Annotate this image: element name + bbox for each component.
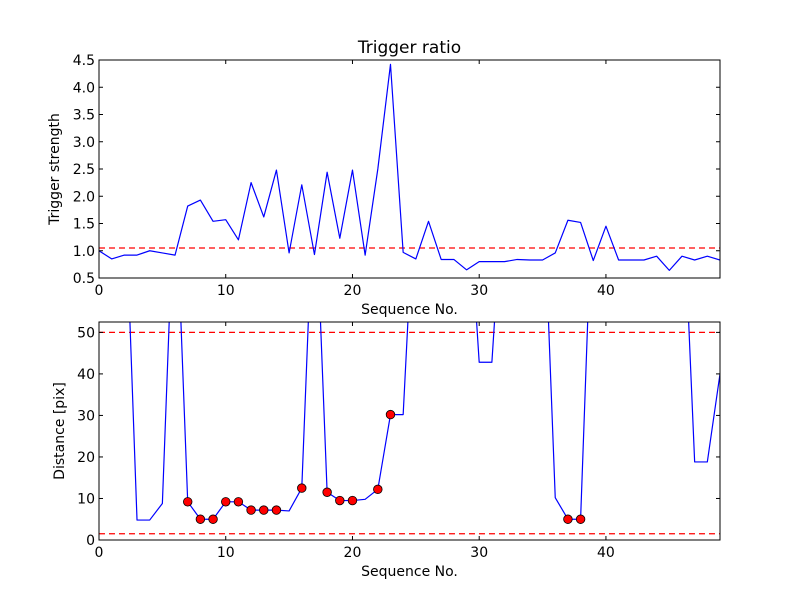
x-tick-label: 30 bbox=[470, 545, 488, 561]
x-axis-label: Sequence No. bbox=[361, 564, 458, 580]
data-point bbox=[385, 409, 396, 420]
series-line bbox=[99, 63, 720, 271]
y-tick-label: 0.5 bbox=[73, 271, 95, 287]
y-axis-label: Trigger strength bbox=[47, 113, 63, 226]
x-tick-label: 20 bbox=[344, 283, 362, 299]
y-tick-label: 3.5 bbox=[73, 108, 95, 124]
y-tick-label: 10 bbox=[77, 491, 95, 507]
x-tick-label: 30 bbox=[470, 283, 488, 299]
chart-title: Trigger ratio bbox=[357, 38, 461, 58]
data-point bbox=[563, 514, 573, 524]
data-point bbox=[297, 483, 307, 493]
y-tick-label: 0 bbox=[86, 533, 95, 549]
x-tick-label: 0 bbox=[95, 283, 104, 299]
data-point bbox=[347, 495, 358, 506]
marker-points bbox=[183, 409, 586, 524]
x-tick-label: 20 bbox=[344, 545, 362, 561]
trigger-ratio-chart: Trigger ratio 0 10 20 30 40 0.5 1.0 1.5 2.0 2.5 3… bbox=[47, 38, 721, 318]
data-point bbox=[575, 514, 586, 524]
series-lines bbox=[99, 63, 720, 271]
data-point bbox=[335, 495, 345, 506]
y-tick-label: 1.5 bbox=[73, 217, 95, 233]
y-axis-ticks: 0 10 20 30 40 50 bbox=[77, 325, 720, 549]
x-tick-label: 40 bbox=[597, 545, 615, 561]
reference-lines bbox=[99, 331, 720, 535]
x-axis-ticks: 0 10 20 30 40 bbox=[95, 60, 615, 299]
y-tick-label: 2.5 bbox=[73, 162, 95, 178]
x-tick-label: 10 bbox=[217, 283, 235, 299]
data-point bbox=[183, 497, 193, 507]
data-point bbox=[208, 514, 218, 524]
data-point bbox=[221, 497, 231, 507]
y-tick-label: 4.5 bbox=[73, 53, 95, 69]
y-tick-label: 2.0 bbox=[73, 189, 95, 205]
data-point bbox=[271, 505, 282, 515]
y-tick-label: 30 bbox=[77, 408, 95, 424]
data-point bbox=[259, 505, 269, 515]
x-tick-label: 10 bbox=[217, 545, 235, 561]
y-tick-label: 1.0 bbox=[73, 244, 95, 260]
x-tick-label: 40 bbox=[597, 283, 615, 299]
x-tick-label: 0 bbox=[95, 545, 104, 561]
x-axis-label: Sequence No. bbox=[361, 302, 458, 318]
distance-chart: 0 10 20 30 40 0 10 20 30 40 50 Sequence No. Dista… bbox=[52, 321, 721, 580]
x-axis-ticks: 0 10 20 30 40 bbox=[95, 322, 615, 561]
y-tick-label: 4.0 bbox=[73, 80, 95, 96]
data-point bbox=[233, 497, 244, 507]
y-tick-label: 50 bbox=[77, 325, 95, 341]
plot-frame bbox=[98, 321, 721, 541]
y-axis-ticks: 0.5 1.0 1.5 2.0 2.5 3.0 3.5 4.0 4.5 bbox=[73, 53, 720, 287]
y-tick-label: 3.0 bbox=[73, 135, 95, 151]
y-tick-label: 20 bbox=[77, 450, 95, 466]
data-point bbox=[246, 505, 256, 515]
data-point bbox=[195, 514, 206, 524]
data-point bbox=[322, 487, 332, 497]
y-tick-label: 40 bbox=[77, 367, 95, 383]
y-axis-label: Distance [pix] bbox=[52, 382, 68, 480]
data-point bbox=[373, 484, 383, 495]
